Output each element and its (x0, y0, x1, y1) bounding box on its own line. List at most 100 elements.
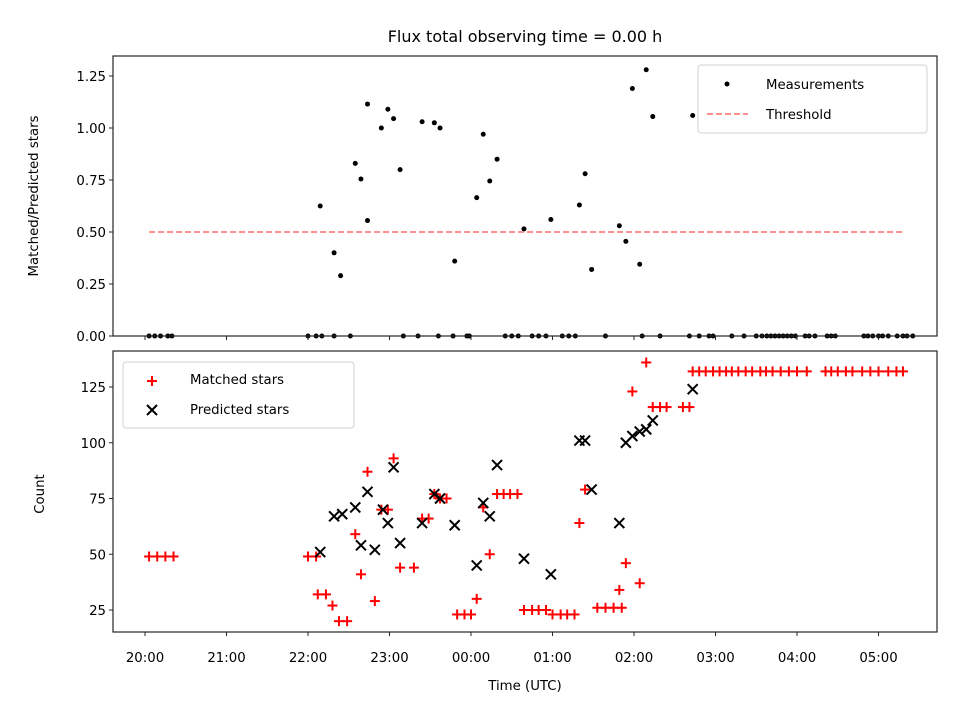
measurement-point (452, 258, 458, 264)
bottom-x-ticks: 20:00 21:00 22:00 23:00 00:00 01:00 02:00 03:00… (126, 632, 898, 666)
measurements-points (146, 67, 916, 339)
matched-star-point (471, 593, 482, 604)
top-x-ticks (144, 336, 879, 340)
bottom-y-tick-label: 100 (81, 437, 106, 452)
legend-plus-marker-icon (147, 376, 157, 386)
matched-star-point (897, 366, 908, 377)
measurement-point (582, 171, 588, 177)
measurement-point (358, 176, 364, 182)
predicted-star-point (613, 517, 626, 529)
bottom-panel: 25 50 75 100 125 20:00 21:00 22:00 23:00 00:00 01… (33, 350, 938, 694)
top-y-tick-label: 0.75 (76, 174, 106, 189)
matched-star-point (569, 609, 580, 620)
top-y-tick-label: 0.00 (76, 330, 106, 345)
top-legend-box (697, 64, 928, 134)
measurement-point (352, 160, 358, 166)
measurement-point (385, 106, 391, 112)
predicted-star-point (579, 434, 591, 447)
measurement-point (437, 125, 443, 131)
measurement-point (576, 202, 582, 208)
top-y-axis-label: Matched/Predicted stars (27, 115, 42, 276)
predicted-star-point (416, 517, 428, 529)
measurement-point (419, 119, 425, 125)
matched-star-point (620, 558, 631, 569)
matched-star-point (350, 529, 361, 540)
matched-star-point (382, 504, 393, 515)
matched-star-point (512, 489, 523, 500)
legend-label-measurements: Measurements (766, 78, 864, 93)
matched-star-point (320, 589, 331, 600)
measurement-point (397, 167, 403, 173)
matched-star-point (641, 357, 652, 368)
x-tick-label: 23:00 (370, 651, 408, 666)
top-legend: Measurements Threshold (697, 64, 928, 134)
measurement-point (474, 195, 480, 201)
predicted-star-point (361, 486, 374, 498)
predicted-star-point (382, 517, 394, 529)
measurement-point (494, 156, 500, 162)
matched-star-point (355, 569, 366, 580)
legend-label-threshold: Threshold (765, 108, 832, 123)
measurement-point (548, 217, 554, 223)
predicted-star-point (545, 568, 557, 581)
bottom-legend-box (122, 361, 355, 429)
matched-star-point (369, 596, 380, 607)
predicted-star-point (470, 559, 483, 572)
matched-star-point (634, 578, 645, 589)
measurement-point (589, 266, 595, 272)
matched-star-point (574, 518, 585, 529)
matched-star-point (661, 402, 672, 413)
predicted-star-point (314, 546, 326, 558)
predicted-star-point (369, 544, 381, 556)
measurement-point (521, 226, 527, 232)
bottom-y-ticks: 25 50 75 100 125 (81, 381, 113, 619)
predicted-star-point (448, 519, 461, 531)
predicted-star-point (355, 539, 367, 552)
x-tick-label: 05:00 (859, 651, 897, 666)
predicted-star-point (585, 483, 598, 496)
predicted-stars-points (314, 383, 699, 581)
matched-star-point (342, 616, 353, 627)
matched-star-point (168, 551, 179, 562)
measurement-point (364, 101, 370, 107)
matched-star-point (792, 366, 802, 377)
bottom-axes-frame (112, 350, 938, 633)
top-panel: 0.00 0.25 0.50 0.75 1.00 1.25 Matched/Predict… (27, 55, 938, 345)
predicted-star-point (484, 510, 496, 523)
measurement-point (623, 238, 629, 244)
x-tick-label: 02:00 (615, 651, 653, 666)
matched-star-point (362, 466, 373, 477)
top-y-ticks: 0.00 0.25 0.50 0.75 1.00 1.25 (76, 70, 113, 345)
legend-label-matched: Matched stars (190, 373, 284, 388)
matched-star-point (540, 605, 551, 615)
matched-star-point (847, 366, 858, 377)
x-tick-label: 22:00 (289, 651, 327, 666)
measurement-point (643, 67, 649, 73)
top-y-tick-label: 1.25 (76, 70, 106, 85)
predicted-star-point (626, 430, 639, 442)
predicted-star-point (377, 503, 389, 516)
matched-star-point (484, 549, 495, 560)
matched-star-point (395, 562, 406, 573)
top-axes-frame (112, 55, 938, 337)
matched-star-point (873, 366, 884, 377)
predicted-star-point (491, 459, 503, 471)
predicted-star-point (477, 497, 489, 509)
measurement-point (338, 273, 344, 279)
x-tick-label: 03:00 (696, 651, 734, 666)
bottom-legend: Matched stars Predicted stars (122, 361, 355, 429)
measurement-point (480, 131, 486, 137)
bottom-y-axis-label: Count (33, 474, 48, 514)
predicted-star-point (518, 553, 530, 565)
measurement-point (317, 203, 323, 209)
matched-stars-points (144, 357, 908, 627)
predicted-star-point (387, 461, 400, 473)
predicted-star-point (686, 383, 699, 395)
measurement-point (431, 120, 437, 126)
predicted-star-point (633, 425, 646, 438)
matched-star-point (408, 562, 419, 573)
predicted-star-point (349, 501, 361, 514)
matched-star-point (614, 584, 625, 595)
matched-star-point (441, 493, 452, 504)
